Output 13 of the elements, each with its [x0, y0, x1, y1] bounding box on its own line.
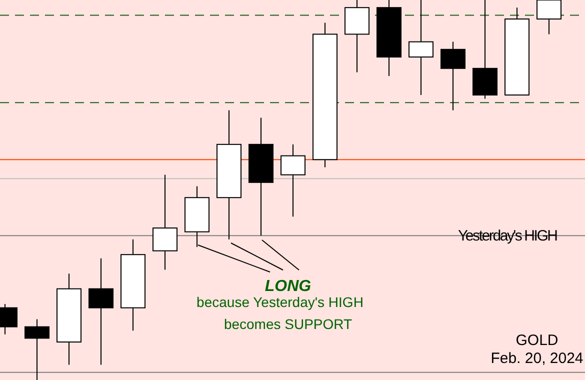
candlestick [408, 0, 434, 96]
candlestick [280, 144, 306, 218]
ref-line-label: Yesterday's HIGH [458, 228, 558, 245]
candlestick [536, 0, 562, 35]
annotation: because Yesterday's HIGH [196, 294, 364, 310]
candlestick [88, 258, 114, 366]
candlestick [152, 174, 178, 270]
annotation: Feb. 20, 2024 [490, 350, 584, 367]
annotation: GOLD [516, 332, 558, 349]
annotation: LONG [264, 278, 312, 295]
candlestick [24, 318, 50, 380]
candlestick [440, 41, 466, 111]
annotation: becomes SUPPORT [224, 316, 353, 332]
